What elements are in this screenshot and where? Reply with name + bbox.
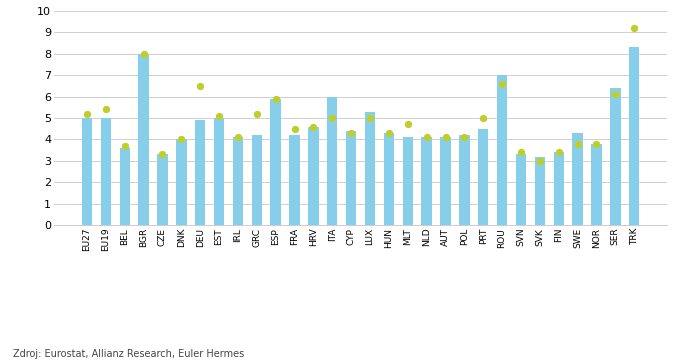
Point [289, 126, 300, 131]
Bar [176, 139, 187, 225]
Bar [440, 137, 451, 225]
Point [534, 158, 545, 164]
Point [610, 91, 621, 97]
Point [214, 113, 224, 119]
Point [402, 122, 413, 127]
Point [440, 134, 451, 140]
Point [251, 111, 262, 117]
Bar [327, 97, 338, 225]
Point [119, 143, 130, 149]
Bar [497, 75, 508, 225]
Point [100, 106, 111, 112]
Point [157, 151, 168, 157]
Bar [402, 137, 413, 225]
Point [138, 51, 149, 57]
Point [553, 149, 564, 155]
Bar [534, 156, 545, 225]
Bar [421, 137, 432, 225]
Point [459, 134, 470, 140]
Point [384, 130, 394, 136]
Bar [553, 152, 564, 225]
Point [421, 134, 432, 140]
Bar [289, 135, 300, 225]
Point [346, 130, 357, 136]
Bar [251, 135, 262, 225]
Bar [629, 47, 640, 225]
Bar [157, 154, 168, 225]
Point [365, 115, 375, 121]
Point [176, 136, 187, 142]
Bar [365, 111, 375, 225]
Bar [308, 127, 319, 225]
Bar [195, 120, 206, 225]
Bar [138, 54, 149, 225]
Bar [270, 99, 281, 225]
Bar [591, 144, 602, 225]
Bar [478, 129, 489, 225]
Bar [572, 133, 583, 225]
Point [82, 111, 92, 117]
Bar [82, 118, 92, 225]
Point [195, 83, 206, 89]
Bar [346, 131, 357, 225]
Bar [214, 118, 224, 225]
Point [572, 141, 583, 147]
Bar [100, 118, 111, 225]
Point [308, 124, 319, 130]
Point [516, 149, 526, 155]
Point [497, 81, 508, 87]
Bar [516, 154, 526, 225]
Bar [384, 133, 394, 225]
Text: Zdroj: Eurostat, Allianz Research, Euler Hermes: Zdroj: Eurostat, Allianz Research, Euler… [13, 349, 245, 359]
Point [478, 115, 489, 121]
Bar [233, 137, 243, 225]
Point [591, 141, 602, 147]
Bar [610, 88, 621, 225]
Point [327, 115, 338, 121]
Bar [459, 135, 470, 225]
Point [270, 96, 281, 102]
Point [629, 25, 640, 31]
Bar [119, 148, 130, 225]
Point [233, 134, 243, 140]
